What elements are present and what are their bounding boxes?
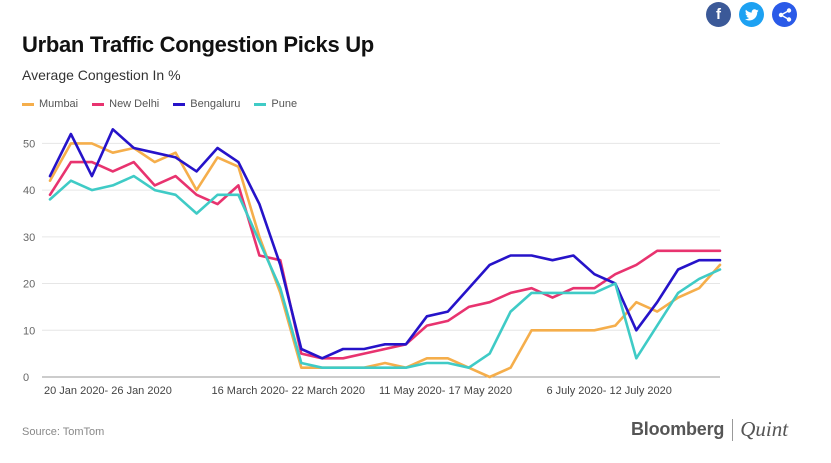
y-tick-label: 50 [23, 138, 35, 150]
y-tick-label: 0 [23, 372, 29, 384]
series-line-pune [48, 174, 722, 370]
legend-swatch-bengaluru [173, 102, 186, 106]
y-axis: 0 10 20 30 40 50 [23, 138, 35, 384]
source-note: Source: TomTom [22, 426, 105, 438]
chart-subtitle: Average Congestion In % [22, 67, 181, 83]
legend-label-pune: Pune [271, 98, 298, 110]
y-tick-label: 40 [23, 185, 35, 197]
brand-logo: Bloomberg Quint [631, 417, 788, 442]
series-line-new-delhi [48, 160, 722, 360]
x-tick-label: 20 Jan 2020- 26 Jan 2020 [44, 385, 172, 397]
legend-swatch-new-delhi [92, 102, 105, 106]
legend-label-new-delhi: New Delhi [109, 98, 160, 110]
series-line-bengaluru [48, 128, 722, 360]
x-tick-label: 6 July 2020- 12 July 2020 [547, 385, 672, 397]
legend-item-mumbai: Mumbai [22, 98, 78, 110]
share-button[interactable] [772, 2, 797, 27]
brand-bloomberg: Bloomberg [631, 419, 725, 439]
facebook-share-button[interactable]: f [706, 2, 731, 27]
brand-divider [732, 418, 734, 441]
legend-swatch-mumbai [22, 102, 34, 106]
twitter-share-button[interactable] [739, 2, 764, 27]
chart-series [48, 128, 722, 379]
facebook-icon: f [716, 6, 721, 23]
x-tick-label: 11 May 2020- 17 May 2020 [379, 385, 512, 397]
chart-grid [42, 142, 720, 378]
y-tick-label: 20 [23, 279, 35, 291]
share-icon [778, 7, 791, 22]
twitter-icon [744, 8, 759, 20]
series-line-mumbai [48, 142, 722, 379]
legend-swatch-pune [254, 102, 267, 106]
y-tick-label: 30 [23, 232, 35, 244]
legend-item-new-delhi: New Delhi [92, 98, 159, 110]
share-bar: f [706, 2, 797, 27]
chart-title: Urban Traffic Congestion Picks Up [22, 32, 374, 57]
legend-label-mumbai: Mumbai [39, 98, 79, 110]
x-axis: 20 Jan 2020- 26 Jan 2020 16 March 2020- 2… [44, 385, 672, 397]
x-tick-label: 16 March 2020- 22 March 2020 [212, 385, 365, 397]
legend-item-bengaluru: Bengaluru [173, 98, 240, 110]
y-tick-label: 10 [23, 325, 35, 337]
legend-label-bengaluru: Bengaluru [190, 98, 241, 110]
brand-quint: Quint [740, 417, 789, 441]
legend-item-pune: Pune [254, 98, 297, 110]
chart-legend: Mumbai New Delhi Bengaluru Pune [22, 98, 297, 110]
